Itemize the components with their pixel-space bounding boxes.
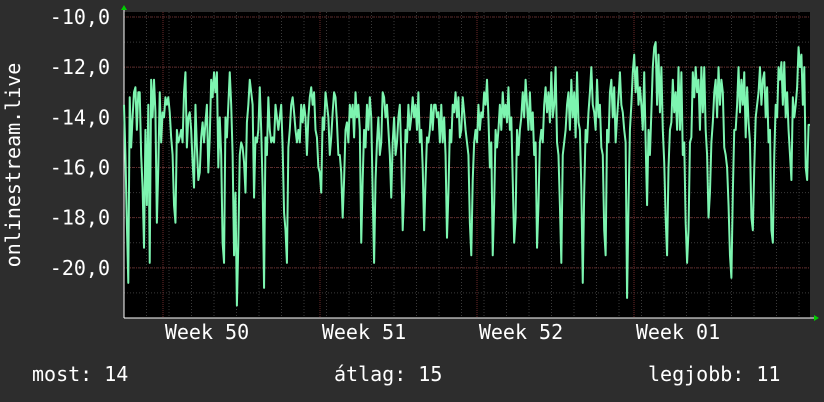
y-tick-label: -16,0 bbox=[50, 156, 110, 180]
y-axis-title: onlinestream.live bbox=[1, 63, 25, 268]
x-tick-label: Week 01 bbox=[636, 320, 720, 344]
legend-current-value: 14 bbox=[104, 362, 129, 386]
y-tick-label: -10,0 bbox=[50, 5, 110, 29]
x-tick-label: Week 50 bbox=[165, 320, 249, 344]
legend-best-value: 11 bbox=[756, 362, 781, 386]
y-axis-arrow-icon bbox=[121, 5, 127, 10]
legend-average-value: 15 bbox=[418, 362, 443, 386]
x-tick-label: Week 52 bbox=[479, 320, 563, 344]
y-tick-label: -18,0 bbox=[50, 206, 110, 230]
x-axis-arrow-icon bbox=[814, 315, 819, 321]
legend-average: átlag: 15 bbox=[334, 362, 442, 386]
legend-best: legjobb: 11 bbox=[648, 362, 780, 386]
y-tick-label: -14,0 bbox=[50, 105, 110, 129]
series-line bbox=[123, 41, 810, 307]
y-tick-label: -20,0 bbox=[50, 256, 110, 280]
y-tick-label: -12,0 bbox=[50, 55, 110, 79]
x-tick-label: Week 51 bbox=[322, 320, 406, 344]
legend-average-label: átlag: bbox=[334, 362, 407, 386]
legend-best-label: legjobb: bbox=[648, 362, 745, 386]
legend-current-label: most: bbox=[32, 362, 93, 386]
legend-current: most: 14 bbox=[32, 362, 128, 386]
